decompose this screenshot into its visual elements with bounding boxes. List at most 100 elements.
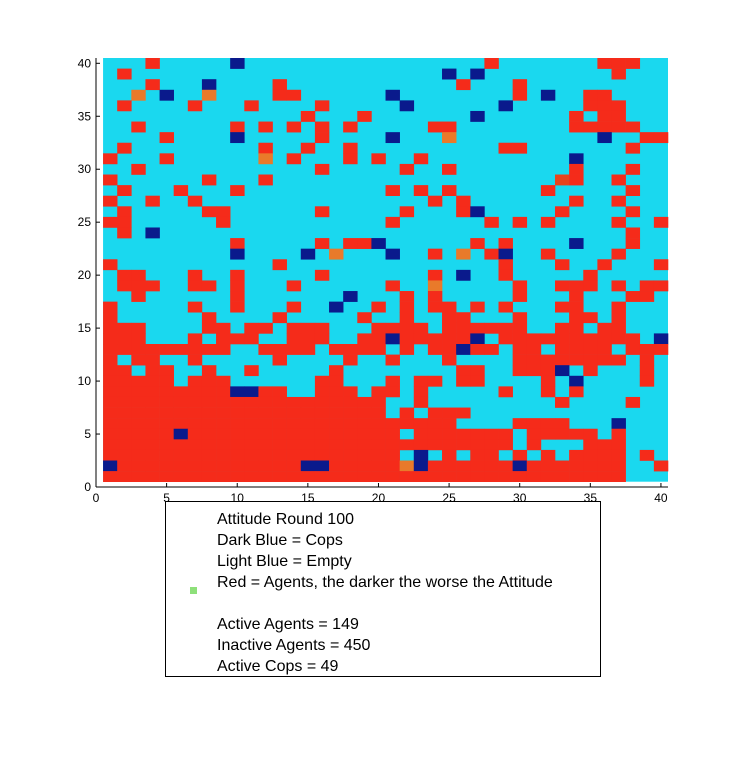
cell-agent [526, 354, 542, 366]
cell-agent [597, 100, 612, 112]
cell-agent [470, 471, 485, 483]
cell-agent [145, 449, 160, 461]
cell-agent [145, 58, 160, 69]
cell-agent [597, 439, 612, 451]
cell-agent [159, 344, 174, 355]
cell-agent [498, 471, 513, 483]
cell-agent [159, 375, 174, 387]
cell-agent [314, 407, 330, 419]
cell-cop [159, 89, 174, 101]
cell-agent [173, 407, 189, 419]
cell-agent [639, 280, 655, 292]
cell-agent [442, 428, 457, 440]
cell-agent [371, 428, 386, 440]
cell-agent [597, 471, 612, 483]
cell-agent [357, 110, 372, 122]
cell-agent [201, 449, 217, 461]
cell-agent [131, 354, 146, 366]
cell-agent [512, 79, 528, 91]
cell-cop [512, 460, 528, 472]
cell-agent [555, 322, 570, 334]
cell-agent [272, 79, 287, 91]
cell-agent [187, 418, 203, 430]
cell-agent [201, 418, 217, 430]
cell-agent [329, 439, 344, 451]
cell-agent [371, 471, 386, 483]
cell-agent [357, 428, 372, 440]
cell-agent [272, 407, 287, 419]
cell-agent [427, 375, 443, 387]
cell-agent [216, 449, 231, 461]
y-tick-label: 20 [78, 268, 92, 282]
cell-agent [145, 344, 160, 355]
cell-agent-orange [427, 280, 443, 292]
cell-agent [385, 280, 400, 292]
cell-agent [244, 428, 259, 440]
cell-agent [187, 407, 203, 419]
cell-agent [540, 185, 556, 197]
legend-line-agents: Red = Agents, the darker the worse the A… [217, 574, 553, 591]
cell-agent [173, 418, 189, 430]
cell-agent [286, 407, 302, 419]
cell-agent [526, 460, 542, 472]
cell-agent [413, 375, 429, 387]
cell-agent [329, 375, 344, 387]
cell-agent [117, 439, 132, 451]
cell-agent [216, 396, 231, 408]
cell-agent [427, 344, 443, 355]
cell-cop [230, 386, 245, 398]
cell-agent [371, 153, 386, 165]
cell-agent [286, 153, 302, 165]
cell-agent [230, 460, 245, 472]
cell-agent [427, 269, 443, 281]
cell-agent [201, 439, 217, 451]
cell-agent [385, 439, 400, 451]
cell-agent [611, 439, 626, 451]
cell-agent [413, 386, 429, 398]
cell-agent [583, 354, 598, 366]
cell-agent [300, 396, 316, 408]
cell-agent [371, 396, 386, 408]
cell-agent [187, 439, 203, 451]
cell-agent [569, 460, 584, 472]
cell-agent [343, 153, 358, 165]
cell-agent [512, 418, 528, 430]
cell-agent [131, 375, 146, 387]
cell-agent [117, 471, 132, 483]
cell-agent [399, 439, 415, 451]
cell-agent [371, 449, 386, 461]
cell-agent [103, 344, 118, 355]
cell-agent [611, 121, 626, 133]
cell-agent [442, 407, 457, 419]
cell-agent [653, 132, 669, 144]
cell-agent [442, 121, 457, 133]
cell-agent [131, 291, 146, 302]
cell-agent [300, 142, 316, 154]
cell-agent [343, 238, 358, 249]
cell-agent [103, 439, 118, 451]
cell-agent [625, 185, 641, 197]
cell-agent [343, 428, 358, 440]
cell-agent [597, 58, 612, 69]
cell-agent [230, 428, 245, 440]
cell-agent [456, 365, 471, 377]
cell-agent [343, 386, 358, 398]
cell-agent [611, 58, 626, 69]
cell-agent [498, 428, 513, 440]
cell-agent [625, 291, 641, 302]
cell-agent [117, 269, 132, 281]
cell-agent [456, 460, 471, 472]
cell-agent [187, 195, 203, 207]
cell-agent [230, 418, 245, 430]
cell-agent [371, 333, 386, 345]
cell-agent [371, 460, 386, 472]
cell-agent [540, 216, 556, 228]
cell-agent [159, 471, 174, 483]
cell-agent [145, 386, 160, 398]
cell-agent [540, 471, 556, 483]
cell-agent [526, 428, 542, 440]
cell-agent [569, 386, 584, 398]
cell-agent [314, 206, 330, 218]
cell-agent [187, 375, 203, 387]
cell-agent [145, 439, 160, 451]
